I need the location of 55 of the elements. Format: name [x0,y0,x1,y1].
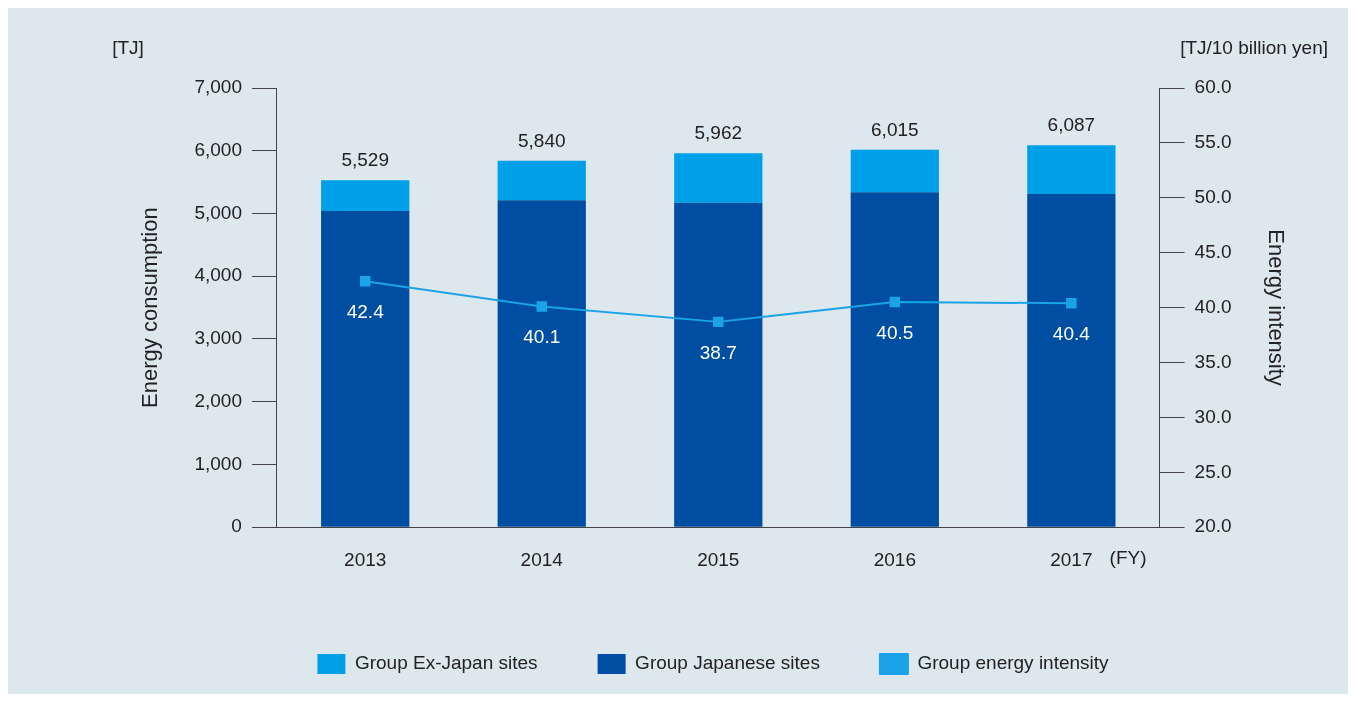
data-label: 40.5 [876,321,914,343]
x-tick-label: 2015 [697,548,740,570]
bar [850,149,939,193]
data-label: 42.4 [346,300,385,322]
bar [674,153,763,203]
total-label: 5,529 [341,149,389,171]
total-label: 6,087 [1047,114,1096,136]
y-tick-label: 3,000 [194,327,242,349]
bar [321,180,410,211]
y-tick-label: 6,000 [194,138,242,160]
y2-tick-label: 20.0 [1194,515,1232,537]
y-tick-label: 5,000 [194,201,242,223]
legend-label: Group energy intensity [917,652,1110,674]
y2-tick-label: 35.0 [1194,350,1232,372]
y2-tick-label: 25.0 [1194,460,1232,482]
bar [1027,194,1116,527]
point [536,301,547,312]
y2-tick-label: 45.0 [1194,240,1232,262]
y2-axis-title: Energy intensity [1263,229,1289,386]
legend-label: Group Ex-Japan sites [354,652,538,674]
y-tick-label: 1,000 [194,452,242,474]
point [713,316,724,328]
y2-tick-label: 40.0 [1194,295,1232,317]
data-label: 40.4 [1052,322,1091,344]
point [359,276,371,287]
x-tick-label: 2013 [344,548,387,570]
total-label: 5,962 [694,121,743,143]
bar [497,160,586,201]
bar [850,192,939,527]
y-tick-label: 0 [231,515,242,537]
data-label: 40.1 [523,326,561,348]
bar [1027,145,1116,195]
point [889,296,901,308]
total-label: 5,840 [517,129,566,151]
y2-tick-label: 60.0 [1194,76,1232,98]
point [1066,297,1077,309]
text: [TJ] [112,36,144,58]
y-tick-label: 7,000 [194,76,242,98]
x-axis-title: (FY) [1109,546,1147,568]
bar [321,210,410,527]
x-tick-label: 2014 [520,548,564,570]
data-label: 38.7 [699,341,737,363]
y2-tick-label: 55.0 [1194,131,1232,153]
text: [TJ/10 billion yen] [1180,36,1328,58]
y2-tick-label: 30.0 [1194,405,1232,427]
y-tick-label: 2,000 [194,389,242,411]
total-label: 6,015 [871,118,919,140]
y-axis-title: Energy consumption [137,207,163,408]
x-tick-label: 2016 [873,548,916,570]
x-tick-label: 2017 [1050,548,1093,570]
bar [497,200,586,527]
bar [674,202,763,527]
y2-tick-label: 50.0 [1194,186,1232,208]
legend-label: Group Japanese sites [635,652,820,674]
y-tick-label: 4,000 [194,264,242,286]
